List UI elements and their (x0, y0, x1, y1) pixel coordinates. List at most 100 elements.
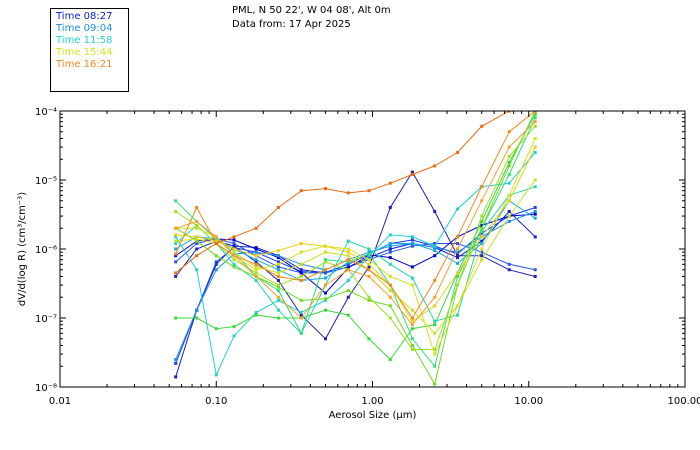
x-tick-label: 0.10 (205, 396, 227, 407)
data-point (174, 316, 178, 320)
data-point (507, 111, 511, 113)
data-point (388, 233, 392, 237)
data-point (195, 226, 199, 230)
data-point (195, 223, 199, 227)
data-point (195, 308, 199, 312)
data-point (480, 214, 484, 218)
data-point (346, 239, 350, 243)
data-point (367, 298, 371, 302)
data-point (456, 261, 460, 265)
data-point (410, 242, 414, 246)
data-point (433, 347, 437, 351)
data-point (254, 250, 258, 254)
data-point (254, 262, 258, 266)
data-point (346, 250, 350, 254)
data-point (456, 242, 460, 246)
data-point (346, 289, 350, 293)
data-point (346, 278, 350, 282)
data-point (456, 304, 460, 308)
data-point (388, 304, 392, 308)
data-point (433, 304, 437, 308)
data-point (433, 364, 437, 368)
data-point (480, 199, 484, 203)
data-point (433, 254, 437, 258)
data-point (254, 254, 258, 258)
data-point (533, 216, 537, 220)
data-point (533, 209, 537, 213)
data-point (533, 136, 537, 140)
data-point (388, 247, 392, 251)
x-tick-label: 1.00 (361, 396, 383, 407)
y-tick-label: 10⁻⁵ (35, 176, 57, 187)
data-point (533, 112, 537, 116)
data-point (299, 271, 303, 275)
data-point (480, 258, 484, 262)
legend-entry: Time 09:04 (56, 23, 113, 34)
data-point (276, 268, 280, 272)
data-point (507, 145, 511, 149)
data-point (433, 352, 437, 356)
data-point (323, 268, 327, 272)
data-point (323, 337, 327, 341)
date-line: Data from: 17 Apr 2025 (232, 19, 351, 30)
data-point (388, 242, 392, 246)
data-point (276, 283, 280, 287)
data-point (367, 256, 371, 260)
data-point (410, 327, 414, 331)
data-point (433, 164, 437, 168)
data-point (195, 235, 199, 239)
data-point (533, 111, 537, 113)
data-point (174, 199, 178, 203)
series-s8 (174, 151, 537, 377)
data-point (410, 343, 414, 347)
data-point (456, 271, 460, 275)
data-point (323, 250, 327, 254)
data-point (214, 260, 218, 264)
data-point (254, 258, 258, 262)
data-point (433, 323, 437, 327)
data-point (174, 254, 178, 258)
data-point (174, 239, 178, 243)
data-point (346, 266, 350, 270)
data-point (507, 164, 511, 168)
data-point (174, 375, 178, 379)
data-point (174, 260, 178, 264)
data-point (174, 274, 178, 278)
data-point (346, 247, 350, 251)
data-point (456, 250, 460, 254)
data-point (433, 209, 437, 213)
data-point (480, 242, 484, 246)
data-point (276, 278, 280, 282)
data-point (254, 271, 258, 275)
data-point (388, 283, 392, 287)
data-point (410, 319, 414, 323)
data-point (214, 268, 218, 272)
data-point (276, 289, 280, 293)
data-point (388, 244, 392, 248)
data-point (232, 325, 236, 329)
x-tick-label: 100.00 (668, 396, 700, 407)
data-point (346, 268, 350, 272)
data-point (232, 258, 236, 262)
data-point (410, 308, 414, 312)
data-point (507, 262, 511, 266)
data-point (507, 181, 511, 185)
data-point (533, 274, 537, 278)
location-title: PML, N 50 22', W 04 08', Alt 0m (232, 5, 391, 16)
data-point (232, 244, 236, 248)
data-point (388, 289, 392, 293)
data-point (299, 313, 303, 317)
data-point (410, 337, 414, 341)
data-point (410, 323, 414, 327)
data-point (254, 247, 258, 251)
data-point (410, 283, 414, 287)
data-point (507, 173, 511, 177)
data-point (480, 229, 484, 233)
data-point (410, 173, 414, 177)
data-point (276, 205, 280, 209)
data-point (367, 337, 371, 341)
data-point (276, 256, 280, 260)
x-tick-label: 0.01 (49, 396, 71, 407)
data-point (323, 291, 327, 295)
